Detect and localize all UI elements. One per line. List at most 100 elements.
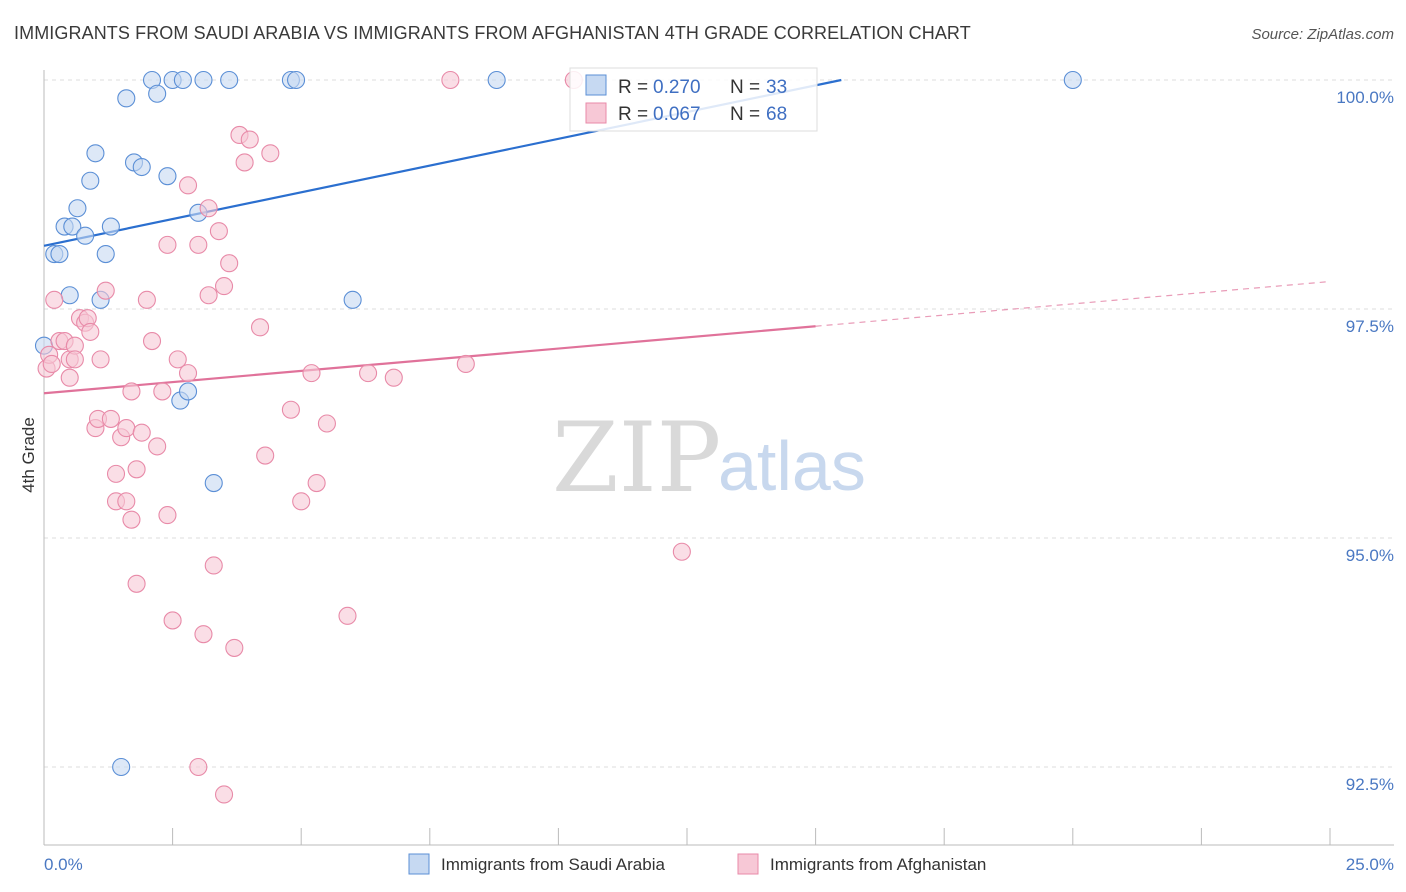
point-afghan-22: [117, 492, 136, 511]
point-afghan-18: [106, 464, 126, 483]
point-afghan-61: [456, 354, 475, 374]
point-afghan-24: [122, 510, 141, 529]
point-afghan-40: [199, 199, 218, 218]
legend-label-saudi: Immigrants from Saudi Arabia: [441, 855, 665, 874]
point-afghan-28: [137, 290, 156, 309]
watermark: ZIP atlas: [552, 402, 866, 514]
y-tick-labels: 100.0% 97.5% 95.0% 92.5%: [1336, 88, 1394, 794]
point-afghan-36: [178, 364, 198, 383]
point-saudi-8: [81, 171, 100, 190]
chart-title: IMMIGRANTS FROM SAUDI ARABIA VS IMMIGRAN…: [14, 23, 971, 43]
stats-n-label-afghan: N =: [730, 104, 760, 125]
legend-label-afghan: Immigrants from Afghanistan: [770, 855, 986, 874]
svg-text:ZIP: ZIP: [552, 402, 721, 514]
stats-swatch-saudi: [585, 74, 607, 96]
point-afghan-60: [441, 70, 460, 90]
point-afghan-26: [127, 574, 146, 593]
stats-r-label-afghan: R =: [618, 104, 648, 125]
point-afghan-58: [359, 364, 378, 383]
point-afghan-38: [194, 625, 213, 644]
point-afghan-3: [45, 290, 64, 309]
point-afghan-42: [209, 222, 228, 241]
y-tick-label-0: 100.0%: [1336, 88, 1394, 107]
point-afghan-55: [307, 473, 326, 493]
stats-r-value-saudi: 0.270: [653, 77, 701, 98]
point-saudi-29: [343, 290, 362, 309]
axes: [43, 70, 1394, 846]
point-afghan-57: [338, 606, 357, 625]
point-saudi-32: [112, 757, 131, 777]
point-saudi-5: [63, 217, 82, 236]
trend-line-afghan-extension: [815, 280, 1331, 327]
point-afghan-67: [65, 350, 84, 369]
stats-r-label-saudi: R =: [618, 77, 648, 98]
stats-r-value-afghan: 0.067: [653, 104, 701, 125]
point-saudi-24: [194, 70, 213, 90]
stats-n-value-afghan: 68: [766, 104, 787, 125]
point-afghan-53: [292, 492, 311, 511]
point-afghan-48: [240, 130, 259, 149]
point-saudi-26: [220, 70, 239, 90]
legend-swatch-saudi: [408, 853, 430, 875]
point-afghan-29: [142, 332, 162, 351]
point-saudi-13: [117, 89, 136, 108]
point-afghan-32: [158, 506, 177, 525]
point-afghan-63: [672, 542, 691, 561]
point-afghan-54: [302, 364, 321, 383]
chart-source: Source: ZipAtlas.com: [1251, 26, 1394, 43]
point-afghan-51: [261, 144, 280, 163]
x-tick-label-max: 25.0%: [1346, 855, 1394, 874]
point-saudi-28: [287, 70, 306, 90]
point-afghan-16: [96, 281, 115, 300]
point-saudi-9: [86, 144, 105, 163]
data-points: [34, 70, 1082, 804]
point-saudi-12: [101, 217, 120, 236]
point-afghan-37: [189, 235, 208, 254]
stats-swatch-afghan: [585, 102, 607, 124]
y-axis-label: 4th Grade: [19, 417, 38, 493]
point-afghan-15: [91, 350, 110, 369]
point-afghan-43: [214, 277, 234, 296]
point-afghan-31: [158, 235, 177, 254]
point-afghan-25: [127, 460, 146, 479]
y-tick-label-3: 92.5%: [1346, 775, 1394, 794]
point-afghan-49: [250, 318, 270, 337]
stats-legend-box: [569, 67, 818, 132]
point-saudi-17: [148, 84, 167, 103]
point-afghan-64: [189, 757, 208, 777]
point-afghan-44: [220, 254, 239, 273]
point-afghan-27: [132, 423, 151, 442]
point-saudi-25: [204, 473, 223, 493]
point-afghan-50: [256, 446, 275, 465]
series-legend: Immigrants from Saudi Arabia Immigrants …: [408, 853, 986, 875]
point-saudi-15: [132, 157, 151, 177]
point-afghan-23: [122, 382, 141, 401]
point-afghan-47: [235, 153, 254, 172]
point-afghan-52: [281, 400, 300, 419]
point-saudi-4: [60, 286, 79, 305]
point-saudi-18: [158, 167, 177, 186]
point-afghan-56: [317, 414, 336, 433]
point-afghan-21: [117, 419, 136, 438]
point-saudi-11: [96, 244, 115, 264]
point-afghan-66: [148, 437, 167, 456]
trend-line-afghan: [43, 325, 816, 395]
point-afghan-17: [101, 409, 120, 428]
point-afghan-34: [168, 350, 187, 369]
point-saudi-2: [50, 244, 69, 264]
x-tick-label-min: 0.0%: [44, 855, 83, 874]
svg-text:atlas: atlas: [718, 427, 866, 505]
point-saudi-7: [76, 226, 95, 245]
point-saudi-6: [68, 199, 87, 218]
point-saudi-22: [178, 382, 198, 401]
y-tick-label-2: 95.0%: [1346, 546, 1394, 565]
point-afghan-65: [214, 785, 234, 804]
legend-swatch-afghan: [737, 853, 759, 875]
point-afghan-6: [60, 368, 79, 387]
point-afghan-59: [384, 368, 403, 387]
point-saudi-20: [173, 70, 192, 90]
point-afghan-39: [199, 286, 218, 305]
point-afghan-2: [42, 354, 61, 374]
point-afghan-45: [225, 638, 244, 657]
